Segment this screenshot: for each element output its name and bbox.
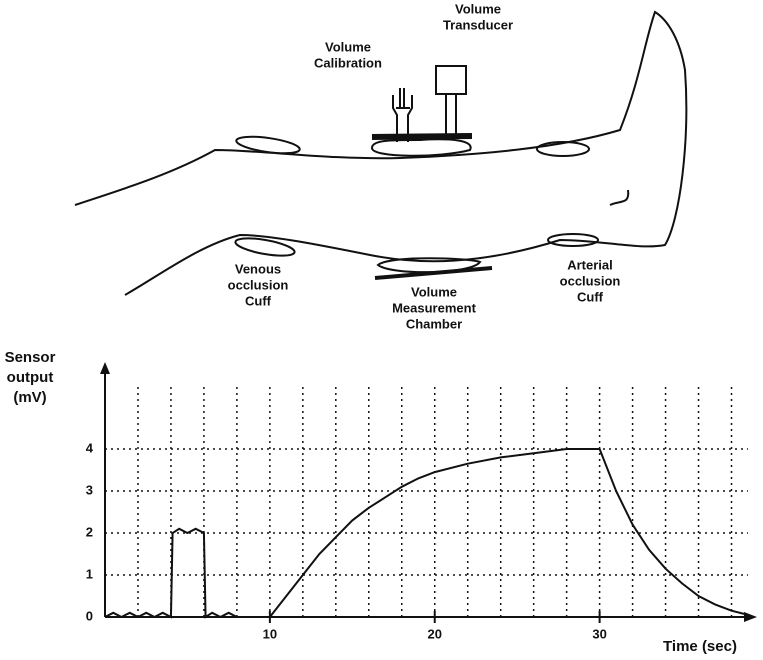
diagram-label: Measurement <box>392 300 476 315</box>
diagram-label: Cuff <box>577 289 604 304</box>
y-tick-label: 2 <box>86 524 93 539</box>
diagram-label: Chamber <box>406 316 462 331</box>
x-tick-label: 10 <box>263 626 277 641</box>
y-axis-arrow <box>100 362 110 374</box>
diagram-label: Venous <box>235 261 281 276</box>
y-axis-title: (mV) <box>13 389 46 406</box>
x-tick-label: 30 <box>592 626 606 641</box>
y-tick-label: 0 <box>86 608 93 623</box>
diagram-label: Volume <box>411 284 457 299</box>
diagram-label: Volume <box>455 1 501 16</box>
y-tick-label: 1 <box>86 566 93 581</box>
diagram-label: Volume <box>325 39 371 54</box>
diagram-label: Arterial <box>567 257 613 272</box>
x-axis-title: Time (sec) <box>663 638 737 655</box>
diagram-label: Transducer <box>443 17 513 32</box>
diagram-label: occlusion <box>560 273 621 288</box>
y-tick-label: 3 <box>86 482 93 497</box>
diagram-label: occlusion <box>228 277 289 292</box>
leg-diagram <box>74 10 688 296</box>
diagram-label: Cuff <box>245 293 272 308</box>
diagram-label: Calibration <box>314 55 382 70</box>
x-tick-label: 20 <box>428 626 442 641</box>
y-axis-title: output <box>7 369 54 386</box>
chart: 0 1 2 3 4 10 20 30 Sensor output (mV) Time (sec) <box>5 349 757 655</box>
y-tick-label: 4 <box>86 440 94 455</box>
data-line <box>104 448 749 619</box>
diagram-labels: VolumeCalibrationVolumeTransducerVenouso… <box>228 1 621 331</box>
y-axis-title: Sensor <box>5 349 56 366</box>
